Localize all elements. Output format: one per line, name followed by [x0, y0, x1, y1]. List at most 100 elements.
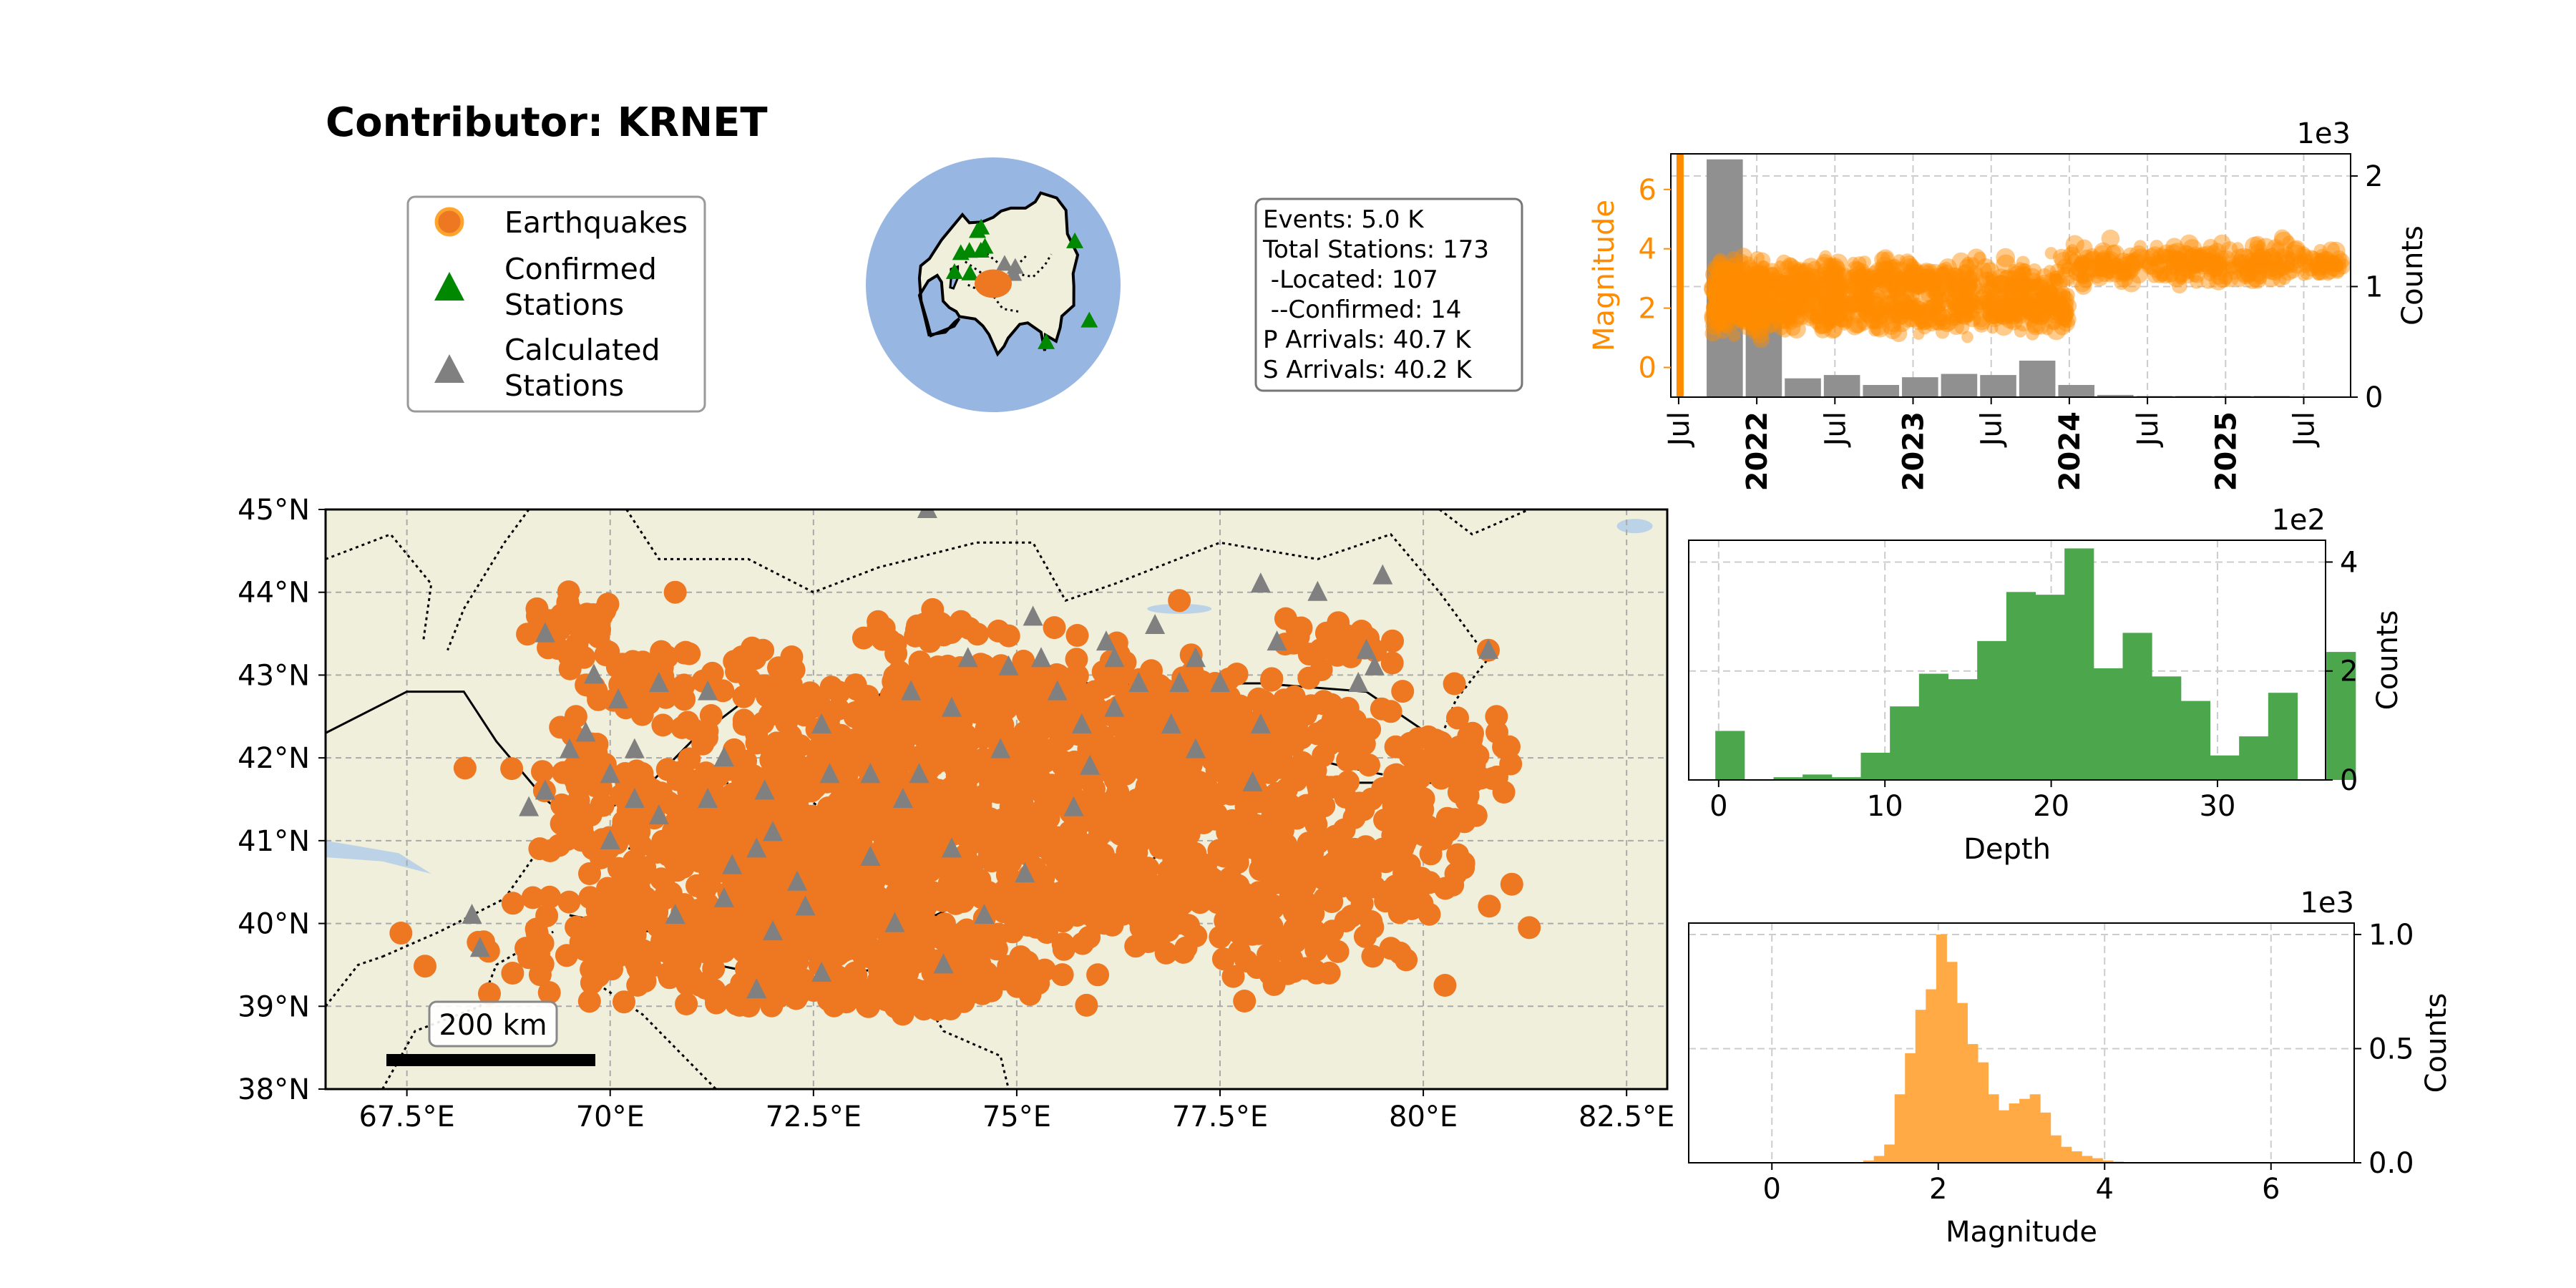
earthquake-point	[616, 942, 640, 966]
earthquake-point	[668, 848, 691, 872]
time-magnitude-point	[1791, 261, 1808, 278]
time-magnitude-point	[1825, 300, 1843, 318]
earthquake-point	[1018, 982, 1042, 1006]
time-magnitude-point	[2053, 307, 2073, 326]
time-magnitude-point	[1800, 284, 1815, 298]
time-magnitude-point	[1834, 313, 1848, 327]
time-magnitude-point	[1875, 267, 1894, 286]
calculated-station-marker	[901, 680, 922, 701]
earthquake-point	[610, 892, 633, 916]
time-magnitude-point	[1996, 286, 2009, 298]
time-magnitude-point	[1713, 286, 1729, 302]
time-magnitude-point	[1789, 295, 1810, 315]
earthquake-point	[1034, 829, 1058, 852]
time-magnitude-point	[1996, 248, 2016, 268]
earthquake-point	[784, 987, 808, 1010]
earthquake-point	[574, 748, 597, 771]
time-magnitude-point	[1787, 287, 1807, 306]
earthquake-point	[822, 879, 846, 903]
depth-bar	[2268, 693, 2298, 780]
time-magnitude-point	[1944, 276, 1957, 289]
time-magnitude-point	[1800, 270, 1818, 288]
time-magnitude-point	[1788, 297, 1805, 313]
time-magnitude-point	[1893, 270, 1911, 287]
time-magnitude-point	[2024, 273, 2041, 290]
earthquake-point	[1143, 703, 1167, 726]
time-magnitude-point	[1991, 275, 2010, 294]
globe-inset	[866, 157, 1121, 412]
time-magnitude-point	[1850, 293, 1869, 313]
time-magnitude-point	[1948, 318, 1964, 336]
time-magnitude-point	[1790, 288, 1808, 307]
map-border	[326, 955, 383, 1008]
calculated-station-marker	[624, 738, 645, 758]
calculated-station-marker	[884, 912, 905, 932]
map-y-tick-label: 42°N	[238, 742, 310, 775]
time-magnitude-point	[1911, 277, 1926, 292]
earthquake-layer	[389, 580, 1541, 1026]
time-magnitude-point	[1775, 278, 1790, 293]
time-magnitude-point	[1895, 300, 1915, 320]
time-magnitude-point	[1994, 309, 2010, 325]
earthquake-point	[538, 885, 562, 909]
globe-confirmed-station	[960, 242, 978, 258]
time-magnitude-point	[1712, 301, 1726, 314]
earthquake-point	[933, 912, 956, 936]
earthquake-point	[1155, 731, 1179, 754]
earthquake-point	[1154, 941, 1178, 965]
time-magnitude-point	[1737, 261, 1756, 280]
time-magnitude-point	[2016, 290, 2036, 309]
earthquake-point	[1395, 869, 1419, 892]
time-magnitude-point	[1704, 278, 1723, 298]
time-magnitude-point	[1917, 263, 1936, 280]
time-magnitude-point	[1756, 270, 1775, 288]
time-magnitude-point	[1899, 270, 1918, 289]
earthquake-point	[1183, 865, 1206, 889]
time-magnitude-point	[1770, 280, 1787, 298]
time-magnitude-point	[1961, 292, 1981, 311]
time-magnitude-point	[1980, 262, 2000, 282]
time-magnitude-point	[1897, 274, 1912, 289]
time-magnitude-point	[1853, 268, 1866, 280]
calculated-station-marker	[917, 509, 937, 518]
calculated-station-marker	[584, 663, 604, 684]
time-magnitude-point	[1764, 272, 1785, 292]
time-magnitude-point	[2303, 258, 2316, 272]
earthquake-point	[762, 751, 786, 774]
earthquake-point	[980, 766, 1004, 789]
time-magnitude-point	[1916, 264, 1934, 282]
calculated-station-marker	[892, 788, 913, 808]
time-magnitude-point	[1755, 276, 1767, 288]
time-magnitude-point	[1880, 269, 1901, 290]
time-magnitude-point	[1747, 286, 1765, 303]
calculated-station-marker	[1031, 647, 1051, 668]
earthquake-point	[929, 813, 952, 836]
time-magnitude-point	[1750, 265, 1763, 278]
earthquake-point	[1219, 782, 1243, 806]
time-magnitude-point	[1925, 263, 1945, 284]
time-magnitude-point	[1782, 311, 1796, 326]
stats-total-stations: Total Stations: 173	[1262, 235, 1489, 264]
earthquake-point	[655, 645, 679, 668]
earthquake-point	[970, 982, 994, 1005]
earthquake-point	[1113, 650, 1137, 674]
time-magnitude-point	[1810, 280, 1825, 296]
time-magnitude-point	[1859, 269, 1875, 286]
earthquake-point	[787, 798, 810, 821]
time-magnitude-point	[1869, 275, 1884, 291]
mag-bar	[2061, 1146, 2072, 1163]
earthquake-point	[776, 779, 799, 803]
time-magnitude-point	[1959, 268, 1979, 288]
time-magnitude-point	[1727, 286, 1742, 302]
time-magnitude-point	[1855, 297, 1871, 313]
time-magnitude-point	[1946, 267, 1959, 280]
calculated-station-marker	[1047, 680, 1068, 701]
time-magnitude-point	[1795, 283, 1808, 297]
earthquake-point	[874, 762, 898, 786]
station-layer	[462, 509, 1498, 999]
time-magnitude-point	[1843, 296, 1856, 309]
time-magnitude-point	[1885, 293, 1901, 309]
time-magnitude-point	[2024, 313, 2039, 328]
time-magnitude-point	[1809, 295, 1828, 314]
time-magnitude-point	[1978, 271, 1995, 288]
